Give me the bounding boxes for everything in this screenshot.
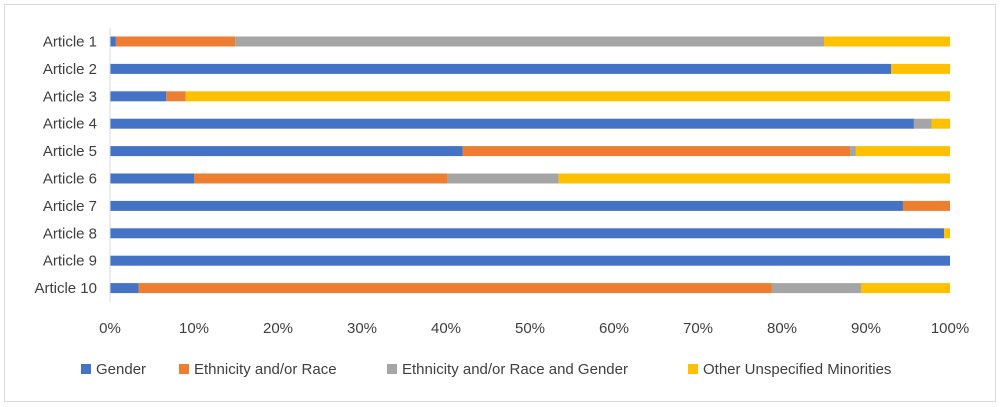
x-tick-label: 20%: [263, 320, 293, 337]
bar-segment: [913, 118, 932, 129]
category-label: Article 9: [43, 253, 97, 270]
bar-segment: [558, 173, 950, 184]
bar-segment: [110, 146, 463, 157]
x-tick-label: 0%: [99, 320, 121, 337]
bar-segment: [110, 173, 194, 184]
bar-segment: [850, 146, 856, 157]
legend-label: Ethnicity and/or Race: [194, 361, 337, 378]
bar-segment: [462, 146, 851, 157]
bar-segment: [115, 36, 236, 47]
category-label: Article 4: [43, 116, 97, 133]
category-label: Article 3: [43, 88, 97, 105]
bar-segment: [235, 36, 824, 47]
legend-swatch: [387, 364, 397, 374]
category-label: Article 1: [43, 34, 97, 51]
category-labels: Article 1 Article 2 Article 3 Article 4 Arti…: [34, 34, 97, 298]
legend-label: Gender: [96, 361, 146, 378]
x-tick-label: 90%: [851, 320, 881, 337]
bar-segment: [110, 200, 903, 211]
bar-segment: [110, 283, 139, 294]
x-tick-label: 80%: [767, 320, 797, 337]
bars: [110, 36, 951, 294]
bar-segment: [447, 173, 559, 184]
legend: Gender Ethnicity and/or Race Ethnicity and…: [81, 361, 891, 378]
bar-segment: [771, 283, 861, 294]
x-tick-label: 60%: [599, 320, 629, 337]
category-label: Article 8: [43, 225, 97, 242]
bar-segment: [110, 118, 914, 129]
bar-segment: [824, 36, 950, 47]
legend-swatch: [179, 364, 189, 374]
legend-swatch: [688, 364, 698, 374]
x-tick-label: 40%: [431, 320, 461, 337]
x-tick-labels: 0% 10% 20% 30% 40% 50% 60% 70% 80% 90% 100%: [99, 320, 969, 337]
legend-swatch: [81, 364, 91, 374]
x-tick-label: 30%: [347, 320, 377, 337]
category-label: Article 6: [43, 171, 97, 188]
x-tick-label: 100%: [931, 320, 969, 337]
bar-segment: [110, 255, 950, 266]
bar-segment: [891, 63, 950, 74]
chart-frame: Article 1 Article 2 Article 3 Article 4 Arti…: [4, 4, 996, 402]
category-label: Article 5: [43, 143, 97, 160]
bar-segment: [110, 91, 167, 102]
bar-segment: [944, 228, 950, 239]
x-tick-label: 70%: [683, 320, 713, 337]
x-tick-label: 50%: [515, 320, 545, 337]
category-label: Article 7: [43, 198, 97, 215]
legend-label: Other Unspecified Minorities: [703, 361, 891, 378]
bar-segment: [855, 146, 950, 157]
bar-segment: [902, 200, 950, 211]
bar-segment: [860, 283, 950, 294]
category-label: Article 2: [43, 61, 97, 78]
category-label: Article 10: [34, 280, 97, 297]
bar-segment: [185, 91, 951, 102]
bar-segment: [110, 228, 945, 239]
bar-segment: [138, 283, 772, 294]
bar-segment: [194, 173, 448, 184]
legend-label: Ethnicity and/or Race and Gender: [402, 361, 628, 378]
x-tick-label: 10%: [179, 320, 209, 337]
bar-segment: [110, 63, 892, 74]
bar-segment: [931, 118, 950, 129]
bar-segment: [110, 36, 116, 47]
bar-segment: [166, 91, 186, 102]
stacked-bar-chart: Article 1 Article 2 Article 3 Article 4 Arti…: [34, 27, 969, 378]
